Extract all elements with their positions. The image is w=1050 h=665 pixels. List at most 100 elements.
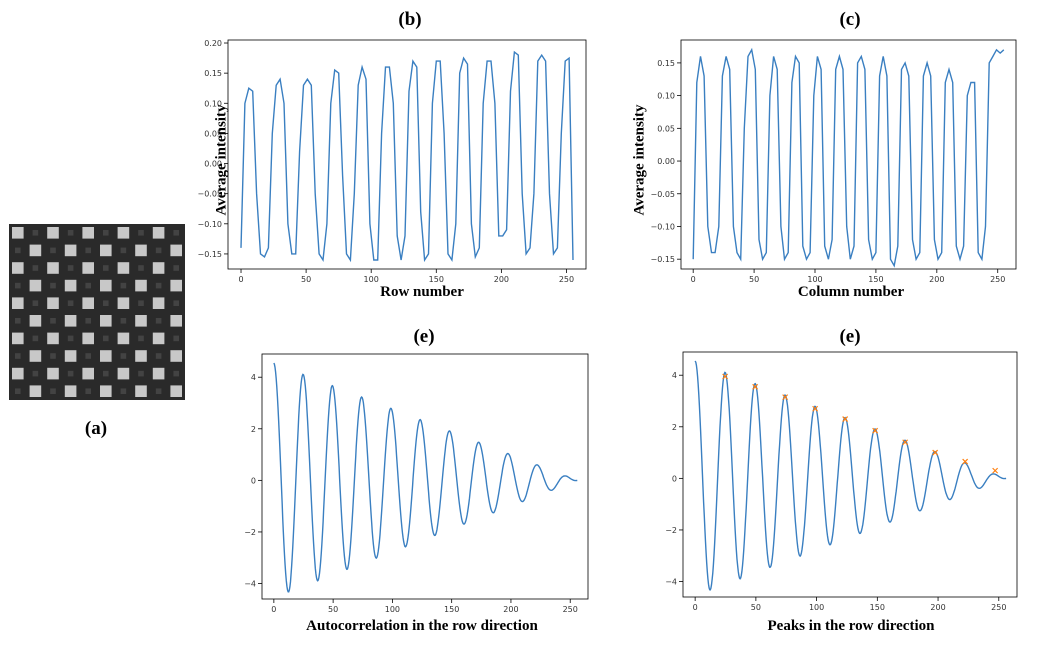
x-tick-label: 0 <box>691 275 696 284</box>
checker-square <box>117 227 130 239</box>
checker-square <box>85 282 91 289</box>
checker-square <box>50 388 56 394</box>
y-tick-label: 0 <box>251 476 256 485</box>
series-line <box>692 47 1005 268</box>
checker-square <box>82 332 94 345</box>
checker-square <box>67 300 74 306</box>
y-tick-label: −0.05 <box>197 190 222 199</box>
checker-square <box>155 318 162 324</box>
checker-square <box>85 353 91 359</box>
y-tick-label: −0.05 <box>650 190 675 199</box>
checker-square <box>15 388 21 394</box>
x-tick-label: 0 <box>238 275 243 284</box>
x-tick-label: 100 <box>385 605 400 614</box>
x-tick-label: 200 <box>929 275 944 284</box>
checker-square <box>103 370 109 377</box>
x-tick-label: 100 <box>807 275 822 284</box>
checker-square <box>173 265 179 271</box>
checker-square <box>47 332 59 345</box>
checker-square <box>29 315 42 327</box>
checker-square <box>173 230 179 236</box>
x-tick-label: 250 <box>563 605 578 614</box>
checker-square <box>47 367 59 380</box>
x-tick-label: 50 <box>751 603 761 612</box>
checker-square <box>82 227 94 239</box>
checker-square <box>135 279 147 292</box>
y-tick-label: −2 <box>665 526 677 535</box>
panel-e-xlabel: Peaks in the row direction <box>767 618 935 634</box>
checker-square <box>29 350 42 362</box>
peak-marker <box>752 383 759 390</box>
checker-square <box>12 367 24 380</box>
y-tick-label: 0.20 <box>204 39 222 48</box>
checker-square <box>155 247 162 254</box>
peak-marker <box>992 467 999 474</box>
y-tick-label: −0.15 <box>197 250 222 259</box>
checker-square <box>29 244 42 257</box>
checker-square <box>15 247 21 254</box>
checker-square <box>135 315 147 327</box>
checker-square <box>117 367 130 380</box>
checker-square <box>117 262 130 274</box>
x-tick-label: 50 <box>301 275 311 284</box>
x-tick-label: 250 <box>990 275 1005 284</box>
checker-square <box>15 318 21 324</box>
checker-square <box>67 230 74 236</box>
checker-square <box>67 265 74 271</box>
x-tick-label: 200 <box>503 605 518 614</box>
checker-square <box>138 335 144 342</box>
checker-square <box>170 350 182 362</box>
checker-square <box>64 350 77 362</box>
checker-square <box>47 262 59 274</box>
peak-marker <box>902 439 909 446</box>
checker-square <box>12 297 24 309</box>
y-tick-label: 0.05 <box>204 129 222 138</box>
peaks-chart: 0 50 100 150 200 250 −4 −2 0 2 4 <box>665 351 1018 612</box>
checker-square <box>170 244 182 257</box>
peak-marker <box>842 416 849 422</box>
y-tick-label: 0.15 <box>204 69 222 78</box>
checker-square <box>47 297 59 309</box>
checker-square <box>152 227 165 239</box>
checker-square <box>138 265 144 271</box>
x-tick-label: 150 <box>444 605 459 614</box>
checkerboard-image <box>9 224 185 400</box>
peak-marker <box>722 373 729 380</box>
peak-marker <box>812 405 819 412</box>
y-tick-label: 0.10 <box>204 99 222 108</box>
checker-square <box>120 318 127 324</box>
y-tick-label: 0.05 <box>657 124 675 133</box>
checker-square <box>117 332 130 345</box>
x-tick-label: 150 <box>868 275 883 284</box>
checker-square <box>15 282 21 289</box>
x-tick-label: 100 <box>364 275 379 284</box>
panel-b-label: (b) <box>398 9 422 30</box>
checker-square <box>50 282 56 289</box>
row-intensity-chart: 0 50 100 150 200 250 −0.15 −0.10 −0.05 0.00 0.05 0.… <box>197 39 587 284</box>
series-line <box>240 50 574 263</box>
autocorrelation-chart: 0 50 100 150 200 250 −4 −2 0 2 4 <box>244 353 589 614</box>
checker-square <box>64 315 77 327</box>
checker-square <box>135 350 147 362</box>
checker-square <box>120 353 127 359</box>
checker-square <box>173 335 179 342</box>
checker-square <box>103 230 109 236</box>
checker-square <box>64 385 77 397</box>
checker-square <box>135 244 147 257</box>
panel-b-xlabel: Row number <box>380 284 464 300</box>
checker-square <box>82 262 94 274</box>
panel-b-ylabel: Average intensity <box>213 104 230 216</box>
checker-square <box>64 279 77 292</box>
checker-square <box>47 227 59 239</box>
checker-square <box>100 350 112 362</box>
checker-square <box>152 367 165 380</box>
plot-frame <box>682 351 1018 598</box>
checker-square <box>100 279 112 292</box>
checker-square <box>138 370 144 377</box>
checker-square <box>100 244 112 257</box>
x-tick-label: 150 <box>429 275 444 284</box>
checker-square <box>15 353 21 359</box>
checker-square <box>152 297 165 309</box>
checker-square <box>138 300 144 306</box>
panel-c-label: (c) <box>839 9 861 30</box>
